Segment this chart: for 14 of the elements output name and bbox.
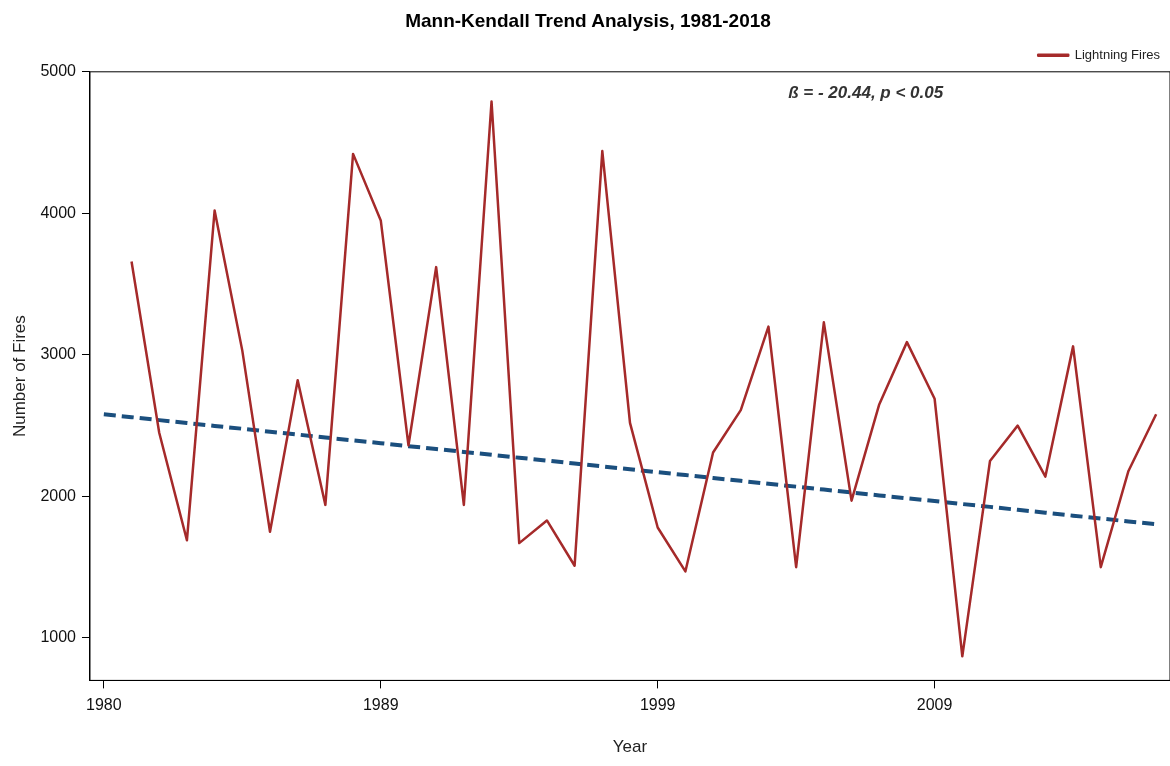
x-tick-label: 1999 bbox=[639, 696, 676, 714]
x-axis-title: Year bbox=[612, 737, 648, 757]
x-tick-label: 1980 bbox=[86, 696, 122, 714]
legend-label: Lightning Fires bbox=[1074, 46, 1161, 62]
x-tick-label: 1989 bbox=[362, 696, 399, 714]
y-tick-label: 4000 bbox=[40, 203, 77, 221]
y-tick-label: 5000 bbox=[40, 62, 77, 80]
y-tick-label: 3000 bbox=[40, 345, 77, 363]
y-axis-title: Number of Fires bbox=[9, 315, 29, 438]
y-tick-label: 2000 bbox=[40, 486, 77, 504]
annotation: ß = - 20.44, p < 0.05 bbox=[788, 83, 944, 103]
x-tick-label: 2009 bbox=[916, 696, 953, 714]
chart-title: Mann-Kendall Trend Analysis, 1981-2018 bbox=[405, 9, 771, 31]
y-tick-label: 1000 bbox=[40, 628, 77, 646]
